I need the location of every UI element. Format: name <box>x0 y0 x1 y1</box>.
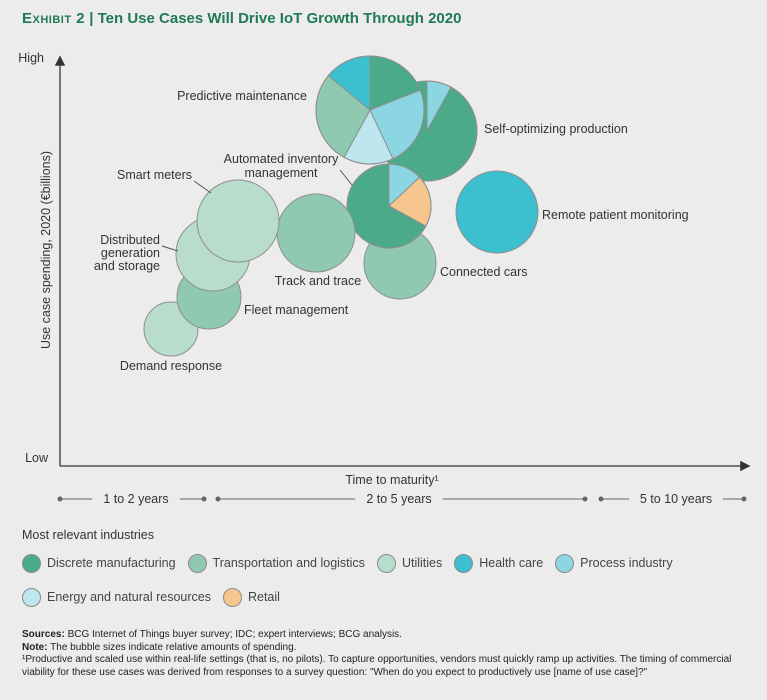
legend-swatch <box>222 587 242 607</box>
legend-swatch <box>22 553 41 573</box>
sources-text: BCG Internet of Things buyer survey; IDC… <box>64 629 402 640</box>
legend: Discrete manufacturing Transportation an… <box>22 551 752 619</box>
bubble-label: Remote patient monitoring <box>542 208 689 222</box>
footnotes: Sources: BCG Internet of Things buyer su… <box>22 629 752 679</box>
title-text: Ten Use Cases Will Drive IoT Growth Thro… <box>97 10 462 27</box>
x-range-label: 1 to 2 years <box>103 492 168 506</box>
bubble-chart: High Low Use case spending, 2020 (€billion… <box>18 51 751 506</box>
leader-line <box>193 180 212 194</box>
legend-swatch <box>454 553 474 573</box>
bubble-label: Connected cars <box>440 265 528 279</box>
bubble-label: and storage <box>94 259 160 273</box>
footnote-1: ¹Productive and scaled use within real-l… <box>22 654 732 678</box>
bubble-outline-automated-inventory-management <box>346 163 432 249</box>
bubble-label: Predictive maintenance <box>177 89 307 103</box>
legend-row: Energy and natural resources Retail <box>22 585 752 609</box>
range-endpoint <box>57 496 63 502</box>
note-label: Note: <box>22 641 48 653</box>
y-tick-high: High <box>18 51 44 65</box>
sources-line: Sources: BCG Internet of Things buyer su… <box>22 629 752 642</box>
legend-swatch <box>376 553 396 573</box>
legend-label: Process industry <box>580 556 673 570</box>
range-endpoint <box>598 496 604 502</box>
legend-label: Retail <box>247 590 280 604</box>
legend-item-process-industry: Process industry <box>555 553 673 573</box>
range-endpoint <box>582 496 588 502</box>
bubble-label: generation <box>101 246 160 260</box>
bubble-label: management <box>245 166 318 180</box>
chart-title: Exhibit 2 | Ten Use Cases Will Drive IoT… <box>22 10 461 27</box>
y-tick-low: Low <box>25 451 49 465</box>
legend-row: Discrete manufacturing Transportation an… <box>22 551 752 575</box>
leader-line <box>161 245 179 252</box>
note-text: The bubble sizes indicate relative amoun… <box>47 641 297 653</box>
bubble-smart-meters <box>196 179 280 263</box>
legend-item-health-care: Health care <box>454 553 544 573</box>
legend-item-energy-natural-resources: Energy and natural resources <box>22 587 211 607</box>
bubble-label: Smart meters <box>117 168 192 182</box>
bubble-label: Track and trace <box>275 274 361 288</box>
legend-swatch <box>555 553 575 573</box>
title-separator: | <box>85 10 98 27</box>
legend-label: Health care <box>479 556 544 570</box>
legend-item-utilities: Utilities <box>376 553 443 573</box>
x-range-label: 5 to 10 years <box>640 492 712 506</box>
leader-line <box>339 169 353 186</box>
y-axis-label: Use case spending, 2020 (€billions) <box>39 151 53 349</box>
x-range-label: 2 to 5 years <box>366 492 431 506</box>
legend-item-discrete-manufacturing: Discrete manufacturing <box>22 553 176 573</box>
legend-item-transportation-logistics: Transportation and logistics <box>187 553 365 573</box>
bubble-remote-patient-monitoring <box>455 170 539 254</box>
legend-item-retail: Retail <box>222 587 280 607</box>
range-endpoint <box>215 496 221 502</box>
x-axis-label: Time to maturity¹ <box>345 473 438 487</box>
bubble-track-and-trace <box>276 193 356 273</box>
exhibit-label: Exhibit 2 <box>22 10 86 27</box>
legend-label: Transportation and logistics <box>212 556 365 570</box>
range-endpoint <box>741 496 747 502</box>
bubble-label: Automated inventory <box>224 152 339 166</box>
bubble-label: Fleet management <box>244 303 349 317</box>
bubble-label: Self-optimizing production <box>484 122 628 136</box>
legend-label: Energy and natural resources <box>47 590 211 604</box>
note-line: Note: The bubble sizes indicate relative… <box>22 642 752 655</box>
bubble-label: Distributed <box>100 233 160 247</box>
bubble-label: Demand response <box>120 359 222 373</box>
legend-swatch <box>22 587 41 607</box>
bubble-outline-predictive-maintenance <box>315 55 425 165</box>
legend-title: Most relevant industries <box>22 528 155 542</box>
range-endpoint <box>201 496 207 502</box>
legend-label: Discrete manufacturing <box>47 556 176 570</box>
sources-label: Sources: <box>22 629 65 640</box>
legend-swatch <box>187 553 207 573</box>
legend-label: Utilities <box>401 556 443 570</box>
